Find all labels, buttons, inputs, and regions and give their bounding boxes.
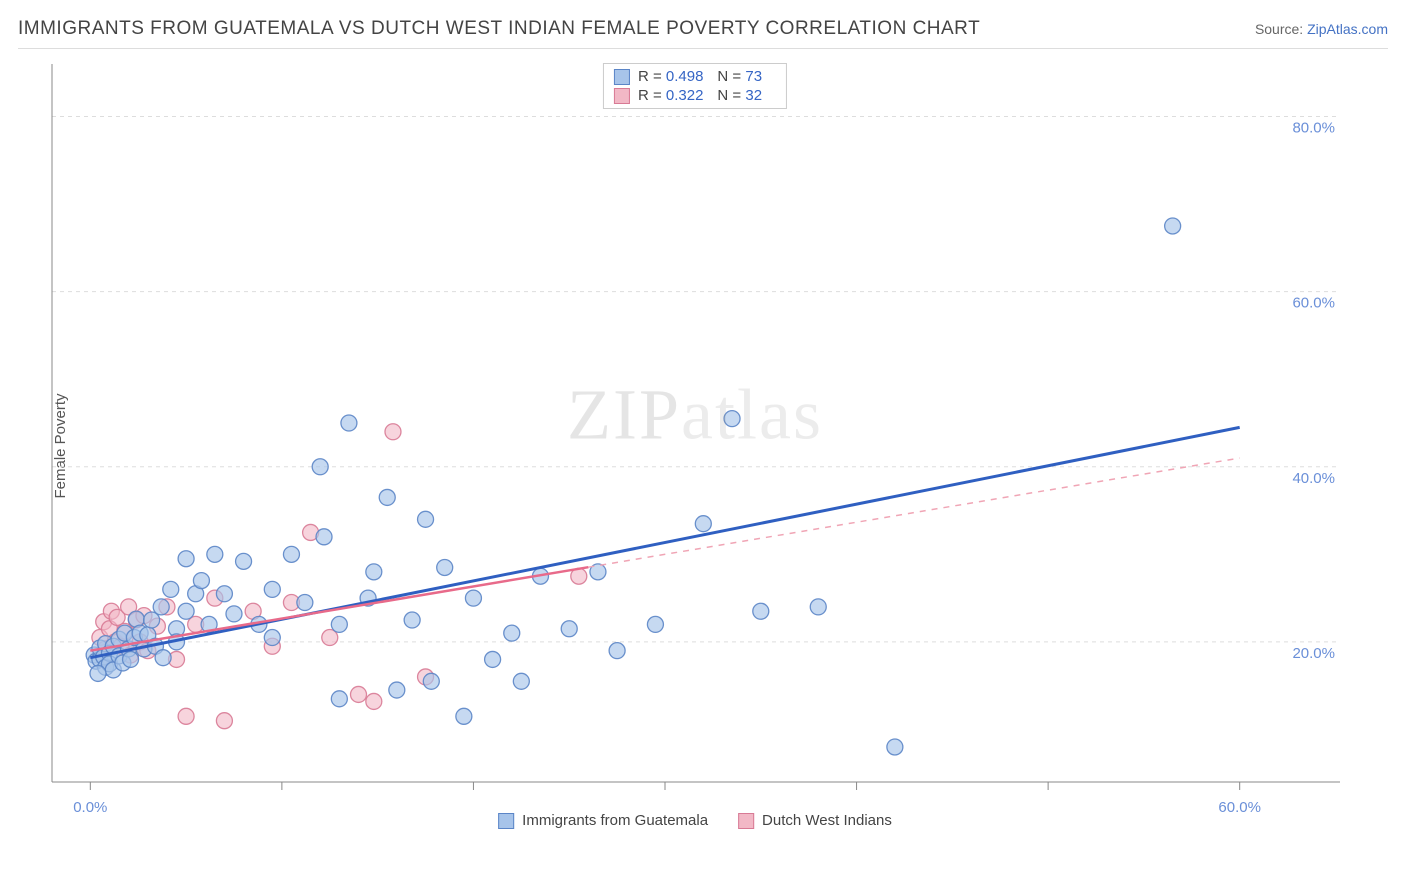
data-point	[193, 573, 209, 589]
data-point	[1165, 218, 1181, 234]
data-point	[724, 411, 740, 427]
series-legend: Immigrants from Guatemala Dutch West Indi…	[498, 811, 892, 830]
data-point	[216, 586, 232, 602]
chart-svg: 0.0% 60.0% 20.0% 40.0% 60.0% 80.0%	[50, 62, 1340, 830]
data-point	[264, 630, 280, 646]
stats-legend: R = 0.498N = 73 R = 0.322N = 32	[603, 63, 787, 109]
data-point	[155, 650, 171, 666]
data-point	[123, 651, 139, 667]
data-point	[366, 693, 382, 709]
trend-line	[90, 427, 1239, 657]
legend-item: Dutch West Indians	[738, 811, 892, 830]
legend-label: Dutch West Indians	[762, 812, 892, 829]
chart-title: IMMIGRANTS FROM GUATEMALA VS DUTCH WEST …	[18, 18, 980, 40]
y-tick-label: 20.0%	[1292, 645, 1335, 662]
legend-swatch	[498, 813, 514, 829]
stats-text: R = 0.498N = 73	[638, 68, 776, 85]
legend-item: Immigrants from Guatemala	[498, 811, 708, 830]
data-point	[437, 559, 453, 575]
data-point	[465, 590, 481, 606]
data-point	[331, 691, 347, 707]
data-point	[312, 459, 328, 475]
data-point	[297, 595, 313, 611]
stats-row: R = 0.322N = 32	[614, 86, 776, 105]
legend-swatch	[614, 69, 630, 85]
data-point	[341, 415, 357, 431]
data-point	[423, 673, 439, 689]
stats-text: R = 0.322N = 32	[638, 87, 776, 104]
data-point	[226, 606, 242, 622]
data-point	[404, 612, 420, 628]
stats-row: R = 0.498N = 73	[614, 67, 776, 86]
data-point	[283, 546, 299, 562]
legend-swatch	[738, 813, 754, 829]
data-point	[331, 616, 347, 632]
data-point	[887, 739, 903, 755]
data-point	[207, 546, 223, 562]
data-point	[695, 516, 711, 532]
data-point	[316, 529, 332, 545]
data-point	[178, 603, 194, 619]
data-point	[163, 581, 179, 597]
data-point	[178, 708, 194, 724]
data-point	[561, 621, 577, 637]
data-point	[810, 599, 826, 615]
source-label: Source:	[1255, 21, 1303, 37]
data-point	[418, 511, 434, 527]
source-link[interactable]: ZipAtlas.com	[1307, 21, 1388, 37]
data-point	[504, 625, 520, 641]
legend-swatch	[614, 88, 630, 104]
data-point	[178, 551, 194, 567]
data-point	[389, 682, 405, 698]
data-point	[351, 686, 367, 702]
scatter-plot: 0.0%60.0%20.0%40.0%60.0%80.0% ZIPatlas R…	[50, 62, 1340, 830]
data-point	[456, 708, 472, 724]
data-point	[366, 564, 382, 580]
data-point	[647, 616, 663, 632]
data-point	[753, 603, 769, 619]
data-point	[609, 643, 625, 659]
y-tick-label: 80.0%	[1292, 120, 1335, 137]
y-tick-label: 40.0%	[1292, 470, 1335, 487]
data-point	[379, 489, 395, 505]
data-point	[385, 424, 401, 440]
data-point	[485, 651, 501, 667]
x-tick-label: 0.0%	[73, 799, 107, 816]
x-tick-label: 60.0%	[1218, 799, 1261, 816]
data-point	[264, 581, 280, 597]
data-point	[513, 673, 529, 689]
data-point	[153, 599, 169, 615]
title-bar: IMMIGRANTS FROM GUATEMALA VS DUTCH WEST …	[18, 18, 1388, 49]
data-point	[236, 553, 252, 569]
data-point	[216, 713, 232, 729]
y-tick-label: 60.0%	[1292, 295, 1335, 312]
chart-source: Source: ZipAtlas.com	[1255, 21, 1388, 37]
data-point	[90, 665, 106, 681]
trend-line-extension	[588, 458, 1239, 567]
legend-label: Immigrants from Guatemala	[522, 812, 708, 829]
